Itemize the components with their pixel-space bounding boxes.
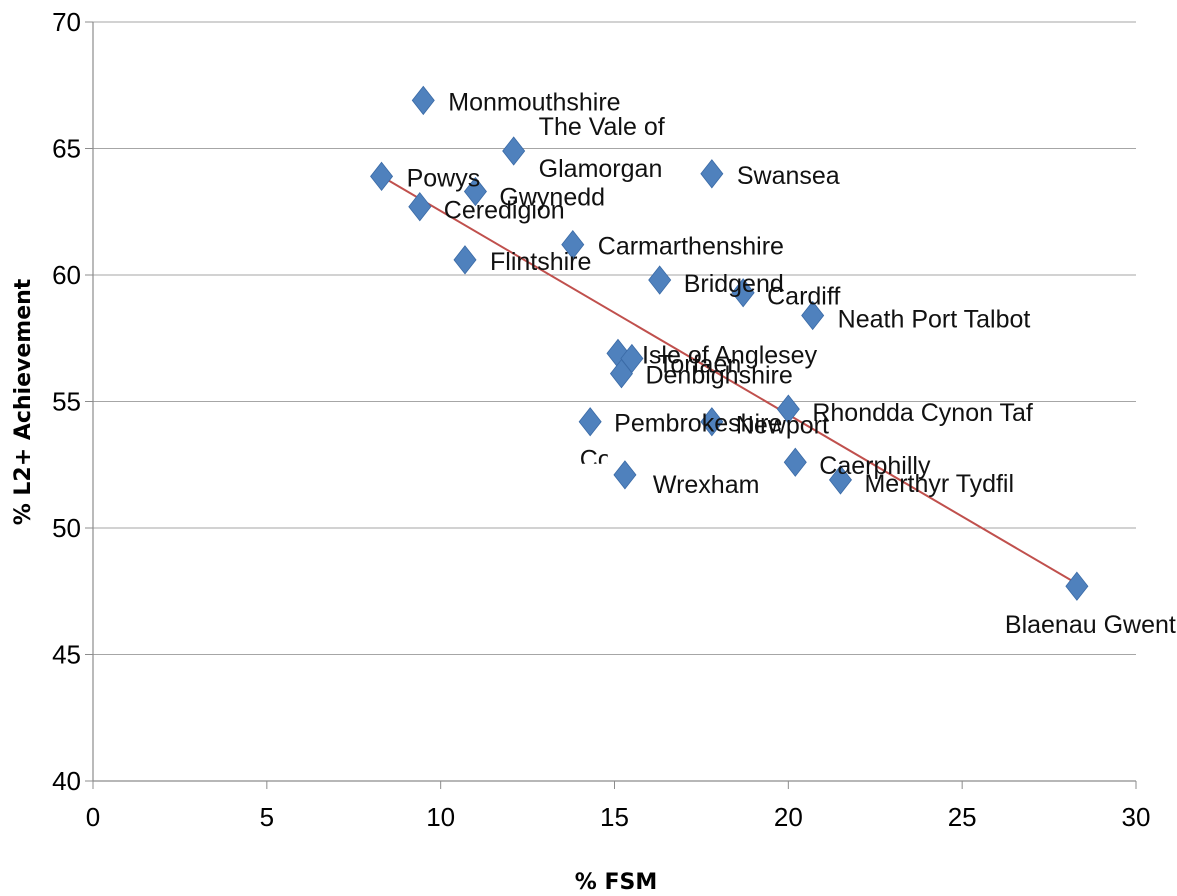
data-point (700, 407, 724, 437)
trendline (381, 175, 1078, 585)
x-tick-label: 10 (426, 802, 455, 832)
point-label: Torfaen (658, 350, 741, 378)
x-tick-label: 25 (948, 802, 977, 832)
x-tick-label: 30 (1122, 802, 1151, 832)
data-point (502, 136, 526, 166)
point-label: Flintshire (490, 248, 591, 276)
y-tick-label: 45 (52, 640, 81, 670)
x-tick-label: 20 (774, 802, 803, 832)
point-label: Blaenau Gwent (1005, 611, 1176, 639)
y-tick-label: 50 (52, 513, 81, 543)
point-label: Denbighshire (645, 362, 792, 390)
point-label: Bridgend (684, 270, 784, 298)
point-label: Rhondda Cynon Taf (812, 399, 1033, 427)
data-point (453, 245, 477, 275)
data-point (463, 176, 487, 207)
y-axis-title: % L2+ Achievement (11, 278, 36, 525)
data-point (801, 300, 825, 331)
point-label: Caerphilly (819, 452, 931, 480)
point-label: The Vale of Glamorgan (539, 113, 665, 183)
gridlines (93, 21, 1136, 655)
point-label: Ceredigion (444, 197, 565, 225)
data-point (731, 278, 755, 308)
y-tick-label: 40 (52, 766, 81, 796)
point-label: Powys (407, 164, 481, 192)
data-point (783, 447, 807, 477)
data-point (609, 359, 633, 389)
point-label: Newport (736, 412, 829, 440)
data-points (370, 85, 1089, 601)
data-point (700, 159, 724, 189)
x-tick-label: 15 (600, 802, 629, 832)
point-label: Pembrokeshire (614, 410, 782, 438)
y-tick-label: 70 (52, 7, 81, 37)
data-point (411, 85, 435, 116)
tick-labels: 40 45 50 55 60 65 70 0 5 10 15 20 25 30 (52, 7, 1150, 832)
data-point (370, 161, 394, 191)
x-tick-label: 0 (86, 802, 100, 832)
data-point (828, 465, 852, 495)
point-label: Gwynedd (499, 184, 605, 212)
point-label: Swansea (737, 162, 840, 190)
y-tick-label: 60 (52, 260, 81, 290)
data-point (408, 192, 432, 222)
point-label: Cardiff (767, 283, 840, 311)
point-label: Monmouthshire (448, 88, 620, 116)
data-point (776, 394, 800, 424)
y-tick-label: 55 (52, 387, 81, 417)
data-point (561, 229, 585, 260)
data-point (613, 460, 637, 490)
data-point (1065, 571, 1089, 601)
data-point (648, 265, 672, 295)
x-tick-label: 5 (260, 802, 274, 832)
data-point (578, 407, 602, 437)
point-label: Merthyr Tydfil (864, 470, 1014, 498)
point-label: Carmarthenshire (598, 233, 784, 261)
point-label: Neath Port Talbot (838, 305, 1031, 333)
point-label: Isle of Anglesey (642, 341, 818, 369)
trendline-group (381, 175, 1078, 585)
point-label: Co (580, 446, 612, 474)
y-tick-label: 65 (52, 134, 81, 164)
point-label: Wrexham (653, 471, 760, 499)
x-axis-title: % FSM (575, 870, 657, 895)
axes (85, 21, 1137, 789)
